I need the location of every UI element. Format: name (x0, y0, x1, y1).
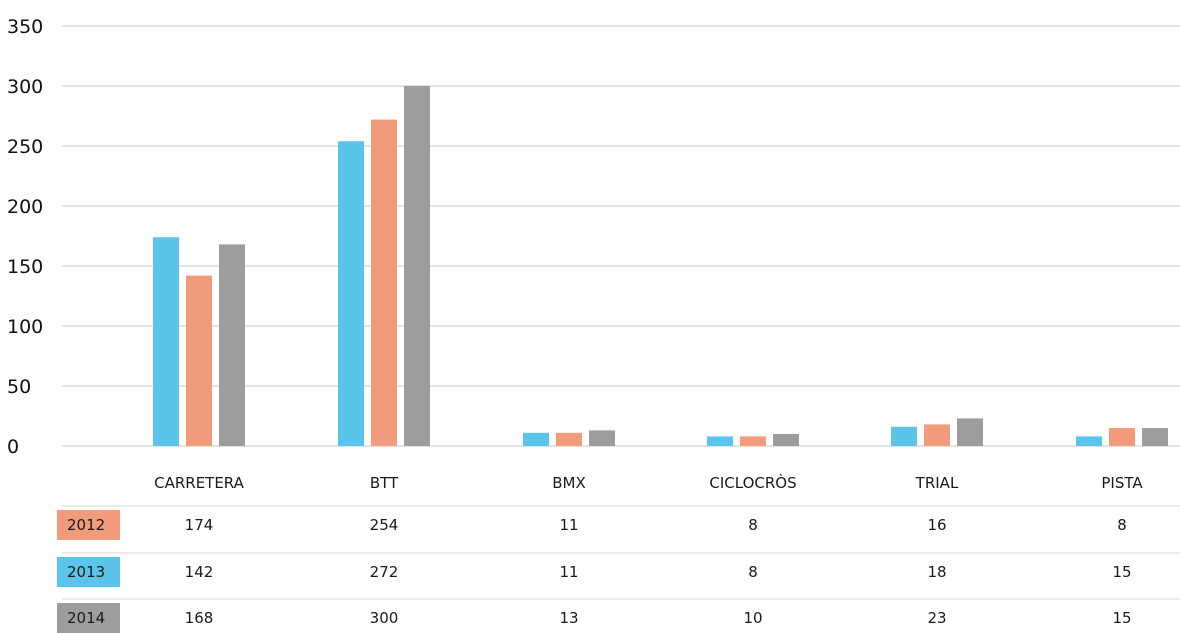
category-label: CARRETERA (154, 474, 245, 492)
table-cell-value: 8 (748, 563, 758, 581)
table-cell-value: 11 (559, 516, 578, 534)
table-cell-value: 254 (370, 516, 399, 534)
table-cell-value: 16 (927, 516, 946, 534)
table-cell-value: 10 (743, 609, 762, 627)
category-label: CICLOCRÒS (709, 473, 796, 492)
table-cell-value: 8 (1117, 516, 1127, 534)
y-tick-label: 0 (7, 436, 19, 458)
table-cell-value: 142 (185, 563, 214, 581)
bar (740, 436, 766, 446)
table-row-label: 2012 (67, 516, 105, 534)
bar (891, 426, 917, 446)
table-cell-value: 174 (185, 516, 214, 534)
bar (1142, 428, 1168, 446)
bar (1109, 428, 1135, 446)
bar (338, 141, 364, 446)
table-cell-value: 13 (559, 609, 578, 627)
y-tick-label: 350 (7, 16, 43, 38)
y-tick-label: 250 (7, 136, 43, 158)
bar (153, 237, 179, 446)
legend-swatch (57, 510, 120, 540)
table-cell-value: 8 (748, 516, 758, 534)
bar (589, 430, 615, 446)
table-cell-value: 23 (927, 609, 946, 627)
table-cell-value: 272 (370, 563, 399, 581)
bar (219, 244, 245, 446)
table-row-label: 2014 (67, 609, 105, 627)
category-label: BTT (370, 474, 399, 492)
category-label: TRIAL (915, 474, 959, 492)
y-tick-label: 50 (7, 376, 31, 398)
category-label: BMX (552, 474, 586, 492)
bar (773, 434, 799, 446)
bar (1076, 436, 1102, 446)
y-tick-label: 200 (7, 196, 43, 218)
legend-swatch (57, 603, 120, 633)
bar (404, 86, 430, 446)
y-tick-label: 100 (7, 316, 43, 338)
table-cell-value: 168 (185, 609, 214, 627)
table-cell-value: 15 (1112, 609, 1131, 627)
bar (523, 432, 549, 446)
category-label: PISTA (1101, 474, 1143, 492)
bar (924, 424, 950, 446)
table-cell-value: 15 (1112, 563, 1131, 581)
y-tick-label: 150 (7, 256, 43, 278)
legend-swatch (57, 557, 120, 587)
table-cell-value: 18 (927, 563, 946, 581)
bar (371, 119, 397, 446)
bar (957, 418, 983, 446)
bar (707, 436, 733, 446)
bar (186, 275, 212, 446)
table-cell-value: 11 (559, 563, 578, 581)
table-row-label: 2013 (67, 563, 105, 581)
bar (556, 432, 582, 446)
y-tick-label: 300 (7, 76, 43, 98)
table-cell-value: 300 (370, 609, 399, 627)
